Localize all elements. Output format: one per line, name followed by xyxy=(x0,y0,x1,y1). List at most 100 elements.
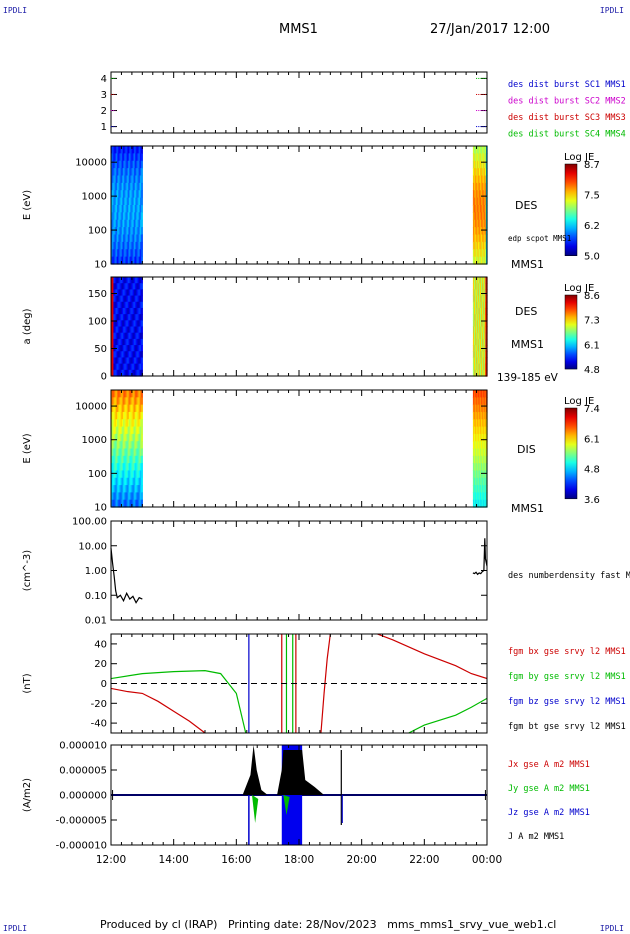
spectrogram-cell xyxy=(111,492,113,501)
spectrogram-cell xyxy=(113,153,116,162)
spectrogram-cell xyxy=(115,455,118,464)
spectrogram-cell xyxy=(119,390,122,398)
spectrogram-cell xyxy=(135,295,137,303)
spectrogram-cell xyxy=(129,455,131,464)
spectrogram-cell xyxy=(113,320,116,328)
spectrogram-cell xyxy=(124,212,127,221)
spectrogram-cell xyxy=(120,249,123,258)
spectrogram-cell xyxy=(129,369,131,377)
spectrogram-cell xyxy=(121,295,124,303)
spectrogram-cell xyxy=(111,175,113,184)
spectrogram-cell xyxy=(125,190,128,199)
spectrogram-cell xyxy=(117,314,119,321)
spectrogram-cell xyxy=(112,212,115,221)
spectrogram-cell xyxy=(141,404,143,413)
spectrogram-cell xyxy=(135,411,137,420)
spectrogram-cell xyxy=(124,277,127,284)
spectrogram-cell xyxy=(114,307,117,315)
spectrogram-cell xyxy=(127,219,130,228)
spectrogram-cell xyxy=(135,168,137,177)
spectrogram-cell xyxy=(126,390,129,398)
spectrogram-cell xyxy=(139,338,142,346)
y-tick-label: 1000 xyxy=(82,192,107,203)
spectrogram-cell xyxy=(137,419,140,428)
spectrogram-cell xyxy=(126,212,129,221)
spectrogram-cell xyxy=(129,411,131,420)
spectrogram-cell xyxy=(123,307,125,315)
spectrogram-cell xyxy=(112,256,115,265)
spectrogram-cell xyxy=(117,369,119,377)
spectrogram-cell xyxy=(131,283,134,290)
spectrogram-cell xyxy=(141,326,143,334)
spectrogram-cell xyxy=(139,289,142,297)
spectrogram-cell xyxy=(119,499,122,508)
spectrogram-cell xyxy=(114,219,117,228)
spectrogram-cell xyxy=(118,455,121,464)
spectrogram-cell xyxy=(135,227,137,236)
spectrogram-cell xyxy=(114,433,117,442)
spectrogram-cell xyxy=(127,256,130,265)
spectrogram-cell xyxy=(113,295,116,303)
spectrogram-cell xyxy=(118,397,121,406)
spectrogram-cell xyxy=(127,357,130,365)
spectrogram-cell xyxy=(136,433,139,442)
spectrogram-cell xyxy=(119,301,122,309)
legend-entry: fgm by gse srvy l2 MMS1 xyxy=(508,672,626,682)
spectrogram-cell xyxy=(118,477,121,486)
spectrogram-cell xyxy=(135,390,137,398)
spectrogram-cell xyxy=(114,289,117,297)
spectrogram-cell xyxy=(136,419,139,428)
spectrogram-cell xyxy=(125,477,128,486)
spectrogram-cell xyxy=(111,153,113,162)
spectrogram-cell xyxy=(120,190,123,199)
spectrogram-cell xyxy=(129,153,131,162)
spectrogram-cell xyxy=(118,301,121,309)
spectrogram-cell xyxy=(137,369,140,377)
spectrogram-cell xyxy=(131,234,134,243)
spectrogram-cell xyxy=(138,212,141,221)
spectrogram-cell xyxy=(112,455,115,464)
spectrogram-cell xyxy=(131,326,134,334)
spectrogram-cell xyxy=(123,351,125,359)
spectrogram-cell xyxy=(125,397,128,406)
spectrogram-cell xyxy=(123,363,125,371)
spectrogram-cell xyxy=(131,470,134,479)
spectrogram-cell xyxy=(136,369,139,377)
spectrogram-cell xyxy=(117,205,119,213)
spectrogram-cell xyxy=(133,153,136,162)
spectrogram-cell xyxy=(111,289,113,297)
colorbar-tick-label: 7.3 xyxy=(584,316,600,327)
spectrogram-cell xyxy=(111,212,113,221)
spectrogram-cell xyxy=(123,175,125,184)
spectrogram-cell xyxy=(113,485,116,493)
spectrogram-cell xyxy=(115,146,118,154)
spectrogram-cell xyxy=(124,404,127,413)
spectrogram-cell xyxy=(111,301,113,309)
spectrogram-cell xyxy=(127,289,130,297)
spectrogram-cell xyxy=(118,390,121,398)
spectrogram-cell xyxy=(130,477,133,486)
spectrogram-cell xyxy=(141,492,143,501)
spectrogram-cell xyxy=(112,146,115,154)
spectrogram-cell xyxy=(136,441,139,450)
spectrogram-cell xyxy=(121,234,124,243)
spectrogram-cell xyxy=(121,249,124,258)
spectrogram-cell xyxy=(129,175,131,184)
spectrogram-cell xyxy=(120,160,123,169)
spectrogram-cell xyxy=(124,249,127,258)
spectrogram-cell xyxy=(136,351,139,359)
spectrogram-cell xyxy=(123,197,125,206)
spectrogram-cell xyxy=(123,212,125,221)
spectrogram-cell xyxy=(118,153,121,162)
spectrogram-cell xyxy=(115,219,118,228)
spectrogram-cell xyxy=(136,301,139,309)
spectrogram-cell xyxy=(117,146,119,154)
panel-label: edp scpot MMS1 xyxy=(508,234,571,243)
spectrogram-cell xyxy=(137,338,140,346)
spectrogram-cell xyxy=(137,492,140,501)
spectrogram-cell xyxy=(114,332,117,340)
spectrogram-cell xyxy=(117,326,119,334)
spectrogram-cell xyxy=(118,197,121,206)
spectrogram-cell xyxy=(131,463,134,472)
spectrogram-cell xyxy=(127,190,130,199)
